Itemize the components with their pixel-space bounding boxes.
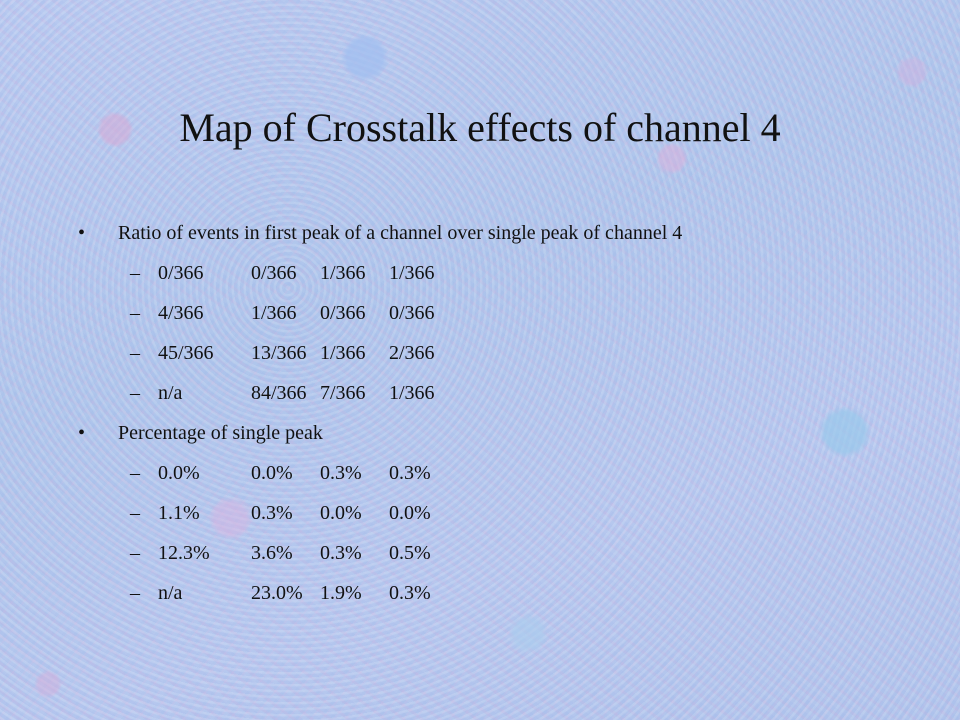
ratio-cell: 0/366 <box>389 302 435 324</box>
ratio-cell: 1/366 <box>251 302 297 324</box>
ratio-cell: 0/366 <box>158 262 204 284</box>
percentage-cell: 23.0% <box>251 582 303 604</box>
ratio-cell: 7/366 <box>320 382 366 404</box>
ratio-cell: 2/366 <box>389 342 435 364</box>
dash-icon: – <box>130 382 140 404</box>
percentage-cell: 0.0% <box>389 502 431 524</box>
percentage-cell: 0.3% <box>251 502 293 524</box>
ratio-cell: 84/366 <box>251 382 307 404</box>
bullet-ratio-heading: • Ratio of events in first peak of a cha… <box>78 213 918 253</box>
ratio-cell: 0/366 <box>251 262 297 284</box>
ratio-row: – 45/366 13/366 1/366 2/366 <box>78 333 918 373</box>
ratio-row: – 4/366 1/366 0/366 0/366 <box>78 293 918 333</box>
dash-icon: – <box>130 462 140 484</box>
dash-icon: – <box>130 542 140 564</box>
bullet-icon: • <box>78 422 86 444</box>
slide-title: Map of Crosstalk effects of channel 4 <box>179 105 781 150</box>
ratio-cell: 13/366 <box>251 342 307 364</box>
dash-icon: – <box>130 342 140 364</box>
percentage-cell: 0.3% <box>320 462 362 484</box>
percentage-cell: 1.1% <box>158 502 200 524</box>
percentage-cell: 1.9% <box>320 582 362 604</box>
ratio-cell: 45/366 <box>158 342 214 364</box>
ratio-cell: 1/366 <box>320 342 366 364</box>
percentage-cell: 3.6% <box>251 542 293 564</box>
bullet-text: Ratio of events in first peak of a chann… <box>118 222 683 244</box>
bullet-icon: • <box>78 222 86 244</box>
percentage-row: – 12.3% 3.6% 0.3% 0.5% <box>78 533 918 573</box>
percentage-cell: 0.0% <box>251 462 293 484</box>
ratio-row: – 0/366 0/366 1/366 1/366 <box>78 253 918 293</box>
percentage-cell: 0.3% <box>389 462 431 484</box>
dash-icon: – <box>130 262 140 284</box>
bullet-percentage-heading: • Percentage of single peak <box>78 413 918 453</box>
ratio-cell: 1/366 <box>389 262 435 284</box>
ratio-cell: 1/366 <box>320 262 366 284</box>
dash-icon: – <box>130 302 140 324</box>
ratio-cell: n/a <box>158 382 183 404</box>
percentage-row: – n/a 23.0% 1.9% 0.3% <box>78 573 918 613</box>
percentage-cell: 0.0% <box>158 462 200 484</box>
ratio-cell: 0/366 <box>320 302 366 324</box>
percentage-row: – 1.1% 0.3% 0.0% 0.0% <box>78 493 918 533</box>
ratio-cell: 1/366 <box>389 382 435 404</box>
slide-content: • Ratio of events in first peak of a cha… <box>78 213 918 613</box>
percentage-cell: 0.5% <box>389 542 431 564</box>
percentage-cell: 12.3% <box>158 542 210 564</box>
dash-icon: – <box>130 582 140 604</box>
percentage-cell: 0.3% <box>320 542 362 564</box>
dash-icon: – <box>130 502 140 524</box>
ratio-row: – n/a 84/366 7/366 1/366 <box>78 373 918 413</box>
bullet-text: Percentage of single peak <box>118 422 323 444</box>
percentage-cell: n/a <box>158 582 183 604</box>
ratio-cell: 4/366 <box>158 302 204 324</box>
percentage-cell: 0.0% <box>320 502 362 524</box>
percentage-row: – 0.0% 0.0% 0.3% 0.3% <box>78 453 918 493</box>
percentage-cell: 0.3% <box>389 582 431 604</box>
